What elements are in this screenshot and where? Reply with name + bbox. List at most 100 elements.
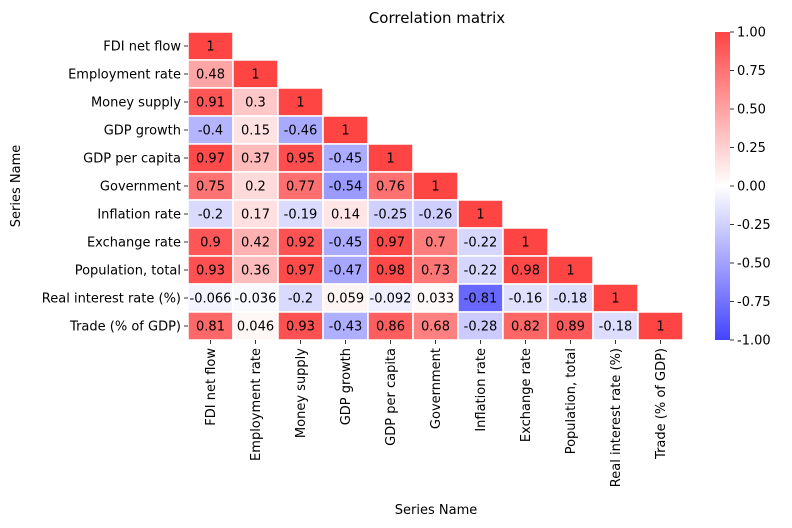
cell-value-label: -0.47 [329,264,363,279]
y-axis-label: Series Name [9,145,24,227]
cell-value-label: 1 [296,96,304,111]
cell-value-label: 1 [521,236,529,251]
cell-value-label: -0.19 [284,208,318,223]
cell-value-label: 0.15 [241,124,270,139]
y-tick-label: Government [100,180,181,195]
cell-value-label: 0.97 [376,236,405,251]
cell-value-label: 0.76 [376,180,405,195]
y-tick-label: Real interest rate (%) [42,292,181,307]
cell-value-label: -0.4 [198,124,223,139]
cell-value-label: -0.2 [288,292,313,307]
cell-value-label: -0.45 [329,152,363,167]
cell-value-label: -0.2 [198,208,223,223]
heatmap-cell [187,255,234,285]
cell-value-label: 0.42 [241,236,270,251]
heatmap-cell [412,311,459,341]
heatmap-cell [277,227,324,257]
heatmap-cell [187,311,234,341]
cell-value-label: -0.25 [374,208,408,223]
heatmap-cell [547,283,594,313]
cell-value-label: 0.033 [417,292,454,307]
colorbar-tick-label: -1.00 [737,334,771,349]
y-tick-label: FDI net flow [103,40,181,55]
cell-value-label: -0.46 [284,124,318,139]
heatmap-cell [367,283,414,313]
cell-value-label: 0.92 [286,236,315,251]
cell-value-label: 1 [341,124,349,139]
cell-value-label: 0.37 [241,152,270,167]
cell-value-label: -0.066 [190,292,232,307]
y-tick-labels: FDI net flow Employment rate Money supply G… [42,40,188,335]
cell-value-label: 1 [206,40,214,55]
cell-value-label: 0.73 [421,264,450,279]
x-tick-label: Population, total [564,348,579,454]
cell-value-label: 0.98 [376,264,405,279]
heatmap-cell [232,143,279,173]
colorbar-ticks: 1.00 0.75 0.50 0.25 0.00 -0.25 -0.50 -0.75 -1.00 [730,26,771,349]
x-tick-label: Real interest rate (%) [609,348,624,487]
cell-value-label: 0.98 [511,264,540,279]
colorbar-tick-label: -0.75 [737,295,771,310]
heatmap-cell [232,199,279,229]
heatmap-cell [277,283,324,313]
x-axis-label: Series Name [395,503,477,518]
cell-value-label: -0.18 [554,292,588,307]
y-tick-label: Trade (% of GDP) [69,320,181,335]
heatmap-cell [547,311,594,341]
cell-value-label: 0.82 [511,320,540,335]
cell-value-label: 0.77 [286,180,315,195]
y-tick-label: Money supply [91,96,181,111]
cell-value-label: 0.36 [241,264,270,279]
heatmap-cell [232,115,279,145]
heatmap-cell [502,227,549,257]
cell-value-label: 0.48 [196,68,225,83]
heatmap-cell [412,199,459,229]
cell-value-label: 0.95 [286,152,315,167]
cell-value-label: -0.22 [464,236,498,251]
heatmap-cell [367,171,414,201]
x-tick-label: Government [429,348,444,429]
y-tick-label: Inflation rate [97,208,181,223]
heatmap-cell [412,283,459,313]
cell-value-label: 0.68 [421,320,450,335]
x-tick-label: GDP growth [339,348,354,425]
cell-value-label: 1 [611,292,619,307]
cell-value-label: 0.97 [196,152,225,167]
cell-value-label: -0.036 [235,292,277,307]
x-tick-label: Exchange rate [519,348,534,442]
cell-value-label: 1 [431,180,439,195]
heatmap-cell [277,87,324,117]
heatmap-cell [322,143,369,173]
x-tick-label: GDP per capita [384,348,399,446]
x-tick-labels: FDI net flow Employment rate Money supply G… [204,340,669,487]
cell-value-label: 0.89 [556,320,585,335]
heatmap-cell [322,115,369,145]
colorbar-tick-label: -0.25 [737,218,771,233]
colorbar-tick-label: 0.75 [737,64,766,79]
colorbar-tick-label: -0.50 [737,257,771,272]
cell-value-label: -0.22 [464,264,498,279]
cell-value-label: 0.3 [245,96,266,111]
cell-value-label: 0.059 [327,292,364,307]
heatmap-cell [547,255,594,285]
heatmap-cell [187,283,234,313]
cell-value-label: 0.97 [286,264,315,279]
cell-value-label: 0.9 [200,236,221,251]
y-tick-label: Exchange rate [87,236,181,251]
cell-value-label: 0.14 [331,208,360,223]
cell-value-label: 0.93 [196,264,225,279]
chart-title: Correlation matrix [369,9,506,27]
heatmap-cell [232,171,279,201]
cell-value-label: -0.28 [464,320,498,335]
y-tick-label: GDP per capita [83,152,181,167]
cell-value-label: -0.16 [509,292,543,307]
cell-value-label: 0.91 [196,96,225,111]
heatmap-cell [187,227,234,257]
x-tick-label: FDI net flow [204,348,219,426]
cell-value-label: 1 [566,264,574,279]
cell-value-label: 0.75 [196,180,225,195]
colorbar-tick-label: 0.25 [737,141,766,156]
cell-value-label: -0.43 [329,320,363,335]
cell-value-label: 0.7 [425,236,446,251]
